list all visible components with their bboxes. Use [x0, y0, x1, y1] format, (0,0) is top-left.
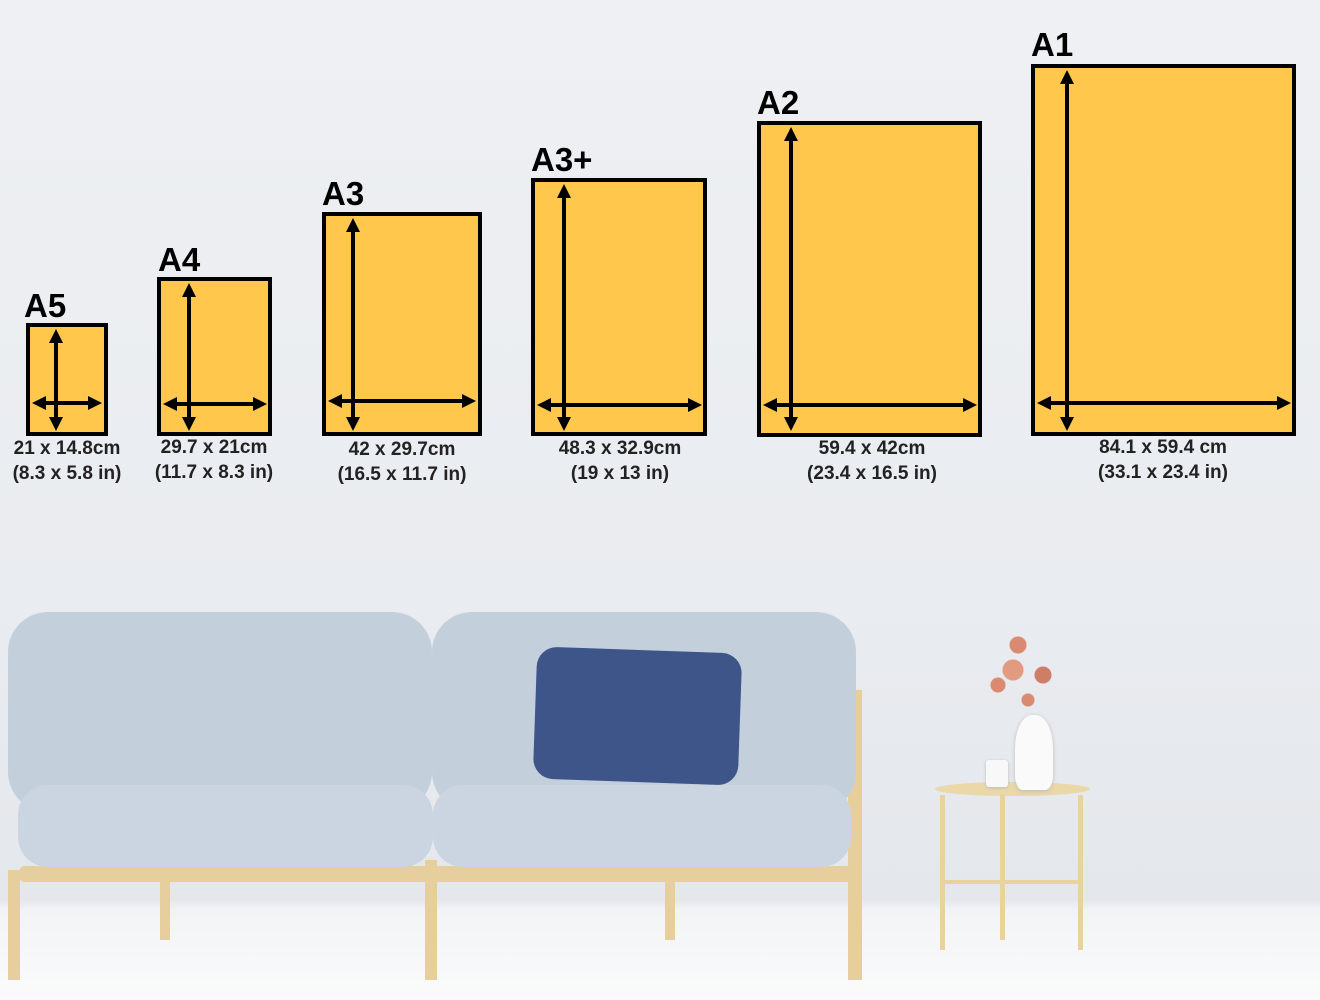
metric: 29.7 x 21cm [160, 437, 268, 458]
arrow-head [49, 417, 63, 431]
frame-a3 [322, 212, 482, 436]
arrow-head [537, 398, 551, 412]
arrow-head [32, 396, 46, 410]
frame-a2 [757, 121, 982, 437]
arrow-head [557, 184, 571, 198]
arrow-head [557, 417, 571, 431]
flowers [968, 615, 1068, 715]
arrow-head [1060, 417, 1074, 431]
frame-a3-plus [531, 178, 707, 436]
vase [1015, 715, 1053, 790]
imperial: (19 x 13 in) [570, 463, 670, 484]
imperial: (8.3 x 5.8 in) [12, 463, 122, 484]
arrow-head [328, 394, 342, 408]
arrow-head [346, 218, 360, 232]
dimensions-a4: 29.7 x 21cm (11.7 x 8.3 in) [124, 435, 304, 485]
label-a1: A1 [1031, 26, 1074, 63]
metric: 48.3 x 32.9cm [558, 438, 682, 459]
dimensions-a5: 21 x 14.8cm (8.3 x 5.8 in) [0, 436, 157, 486]
arrow-head [49, 329, 63, 343]
arrow-head [963, 398, 977, 412]
dimensions-a1: 84.1 x 59.4 cm (33.1 x 23.4 in) [1073, 435, 1253, 485]
arrow-head [1037, 396, 1051, 410]
dimensions-a3: 42 x 29.7cm (16.5 x 11.7 in) [312, 437, 492, 487]
arrow-head [346, 417, 360, 431]
label-a5: A5 [24, 287, 67, 324]
label-a2: A2 [757, 84, 800, 121]
label-a4: A4 [158, 241, 201, 278]
arrow-head [182, 417, 196, 431]
arrow-head [462, 394, 476, 408]
arrow-head [1277, 396, 1291, 410]
arrow-head [763, 398, 777, 412]
floor [0, 915, 1320, 1000]
arrow-head [1060, 70, 1074, 84]
cup [986, 760, 1008, 787]
frame-a5 [26, 323, 108, 436]
arrow-head [163, 397, 177, 411]
imperial: (11.7 x 8.3 in) [154, 462, 274, 483]
dimensions-a2: 59.4 x 42cm (23.4 x 16.5 in) [782, 436, 962, 486]
arrow-head [253, 397, 267, 411]
metric: 59.4 x 42cm [818, 438, 926, 459]
label-a3: A3 [322, 175, 365, 212]
arrow-head [784, 417, 798, 431]
imperial: (23.4 x 16.5 in) [807, 463, 937, 484]
arrow-head [88, 396, 102, 410]
imperial: (16.5 x 11.7 in) [337, 464, 467, 485]
metric: 84.1 x 59.4 cm [1099, 437, 1227, 458]
metric: 42 x 29.7cm [348, 439, 456, 460]
frame-a1 [1031, 64, 1296, 436]
arrow-head [182, 283, 196, 297]
cushion [532, 646, 743, 786]
dimensions-a3-plus: 48.3 x 32.9cm (19 x 13 in) [530, 436, 710, 486]
arrow-head [784, 127, 798, 141]
label-a3-plus: A3+ [531, 141, 593, 178]
imperial: (33.1 x 23.4 in) [1098, 462, 1228, 483]
metric: 21 x 14.8cm [13, 438, 121, 459]
arrow-head [688, 398, 702, 412]
